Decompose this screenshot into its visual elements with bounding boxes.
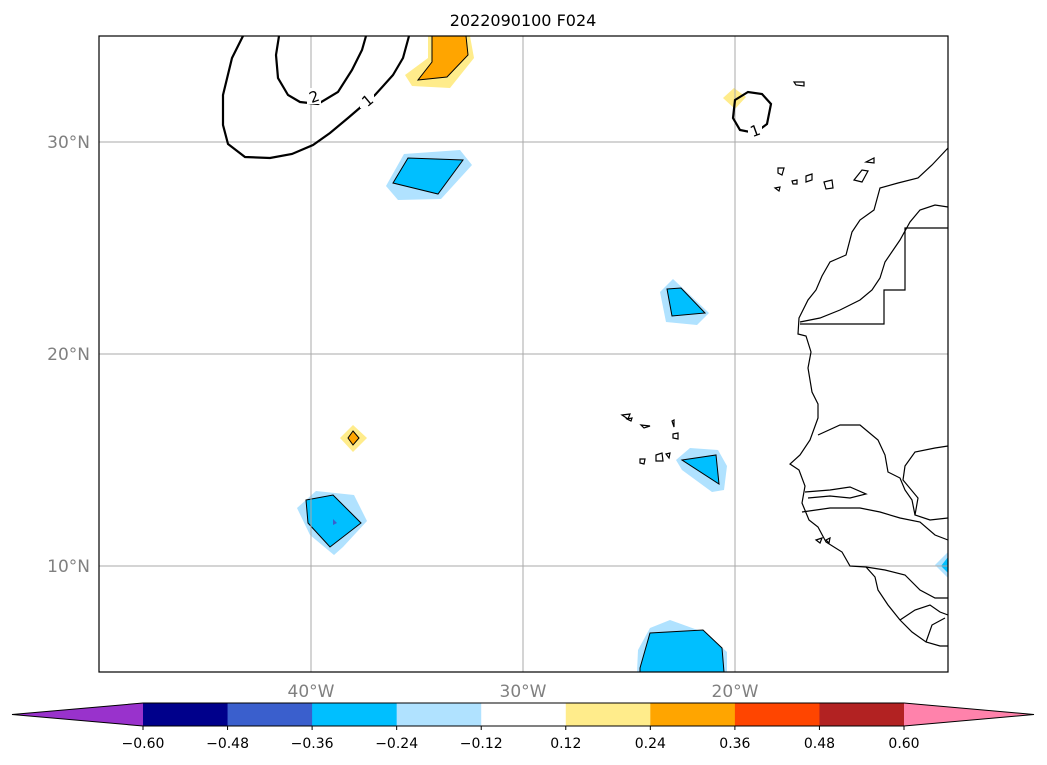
contour-label-bg-2 <box>360 92 374 108</box>
contour-label-bg-3 <box>748 122 762 138</box>
lon-label-20w: 20°W <box>712 682 759 702</box>
coastlines <box>789 147 949 647</box>
colorbar-segment <box>650 703 736 726</box>
lon-label-40w: 40°W <box>288 682 335 702</box>
axis-labels: 40°W 30°W 20°W 30°N 20°N 10°N <box>47 133 759 702</box>
colorbar: −0.60 −0.48 −0.36 −0.24 −0.12 0.12 0.24 0.36 0.4… <box>11 702 1035 752</box>
island-4 <box>791 179 798 185</box>
lat-label-20n: 20°N <box>47 345 90 365</box>
liberia-border <box>925 617 946 643</box>
colorbar-tick-label: −0.60 <box>122 736 165 752</box>
negative-anomaly-core-6 <box>941 557 948 573</box>
colorbar-tick-label: 0.60 <box>888 736 919 752</box>
colorbar-tick-label: 0.36 <box>719 736 750 752</box>
contour-1-ne <box>731 90 773 135</box>
bijagos-1 <box>814 537 824 544</box>
morocco-border <box>799 204 949 323</box>
colorbar-extend-max <box>904 703 1034 726</box>
colorbar-segment <box>143 703 229 726</box>
bijagos-2 <box>824 536 831 545</box>
western-sahara-border <box>800 227 948 325</box>
island-8 <box>863 157 875 164</box>
gridlines <box>99 36 948 672</box>
lon-label-30w: 30°W <box>500 682 547 702</box>
sierra-leone-border <box>899 604 949 621</box>
colorbar-tick-label: −0.48 <box>206 736 249 752</box>
contour-2 <box>221 35 411 160</box>
cape-verde-5 <box>672 432 679 440</box>
negative-anomaly-core-2 <box>666 287 707 317</box>
lat-label-10n: 10°N <box>47 557 90 577</box>
positive-anomaly-core-west <box>347 430 360 446</box>
guinea-south-border <box>865 566 948 599</box>
colorbar-segment <box>481 703 567 726</box>
mauritania-border <box>902 445 949 521</box>
contour-label-bg-1 <box>307 88 321 104</box>
colorbar-segment <box>565 703 651 726</box>
colorbar-tick-label: 0.24 <box>635 736 666 752</box>
colorbar-segment <box>396 703 482 726</box>
colorbar-segment <box>227 703 313 726</box>
guinea-border <box>801 507 949 541</box>
cape-verde-8 <box>664 452 671 460</box>
island-3 <box>773 186 781 193</box>
island-1 <box>792 81 805 87</box>
islands <box>620 81 875 545</box>
map-panel: 2 1 1 <box>98 35 949 673</box>
colorbar-extend-min <box>12 703 143 726</box>
colorbar-segment <box>734 703 820 726</box>
colorbar-tick-label: −0.24 <box>375 736 418 752</box>
cape-verde-3 <box>639 424 651 429</box>
colorbar-tick-label: 0.48 <box>804 736 835 752</box>
negative-anomaly-core-1 <box>392 157 464 195</box>
cape-verde-2 <box>625 417 633 422</box>
africa-coastline <box>789 147 949 647</box>
map-frame <box>98 35 949 673</box>
island-5 <box>805 173 813 183</box>
shaded-fields <box>297 35 948 673</box>
colorbar-tick-label: −0.36 <box>291 736 334 752</box>
negative-anomaly-core-4 <box>680 454 720 485</box>
colorbar-tick-label: −0.12 <box>460 736 503 752</box>
cape-verde-1 <box>620 413 631 420</box>
contour-labels: 2 1 1 <box>307 87 763 141</box>
island-7 <box>852 169 869 183</box>
colorbar-segment <box>312 703 398 726</box>
cape-verde-4 <box>671 419 675 428</box>
island-2 <box>777 167 785 176</box>
figure-title: 2022090100 F024 <box>450 11 597 30</box>
negative-anomaly-fleck-3 <box>333 519 337 525</box>
negative-anomaly-halo-6 <box>935 552 948 578</box>
cape-verde-7 <box>655 452 664 462</box>
lat-label-30n: 30°N <box>47 133 90 153</box>
senegal-border <box>817 424 916 516</box>
colorbar-tick-label: 0.12 <box>550 736 581 752</box>
colorbar-segment <box>819 703 905 726</box>
gambia-border <box>804 486 868 499</box>
cape-verde-6 <box>639 458 646 465</box>
island-6 <box>823 179 834 190</box>
